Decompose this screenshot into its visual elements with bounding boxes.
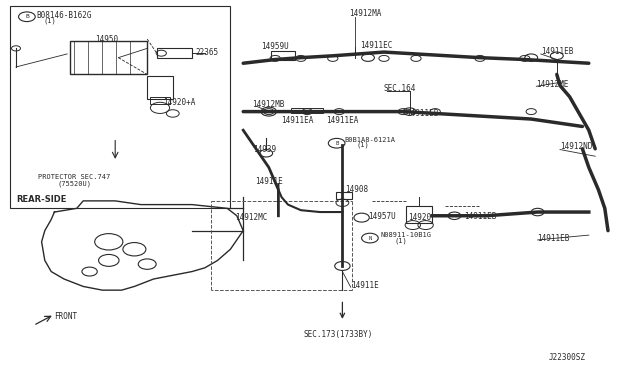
Bar xyxy=(291,108,323,113)
Text: 14911EA: 14911EA xyxy=(326,116,359,125)
Text: REAR-SIDE: REAR-SIDE xyxy=(16,195,67,203)
Bar xyxy=(406,206,432,223)
Text: 14912ME: 14912ME xyxy=(536,80,569,89)
Bar xyxy=(147,76,173,99)
Text: 14911E: 14911E xyxy=(255,177,282,186)
Text: 14911EA: 14911EA xyxy=(282,116,314,125)
Text: B0B1A8-6121A: B0B1A8-6121A xyxy=(344,137,396,142)
Text: SEC.173(1733BY): SEC.173(1733BY) xyxy=(304,330,373,339)
Text: (1): (1) xyxy=(44,17,56,24)
Text: 14912MB: 14912MB xyxy=(252,100,285,109)
Text: 14957U: 14957U xyxy=(368,212,396,221)
Text: 14920+A: 14920+A xyxy=(163,98,196,107)
Text: 14911EB: 14911EB xyxy=(406,109,439,118)
Text: 14920: 14920 xyxy=(408,213,431,222)
Text: 14939: 14939 xyxy=(253,145,276,154)
Bar xyxy=(150,97,170,104)
Text: SEC.164: SEC.164 xyxy=(384,84,417,93)
Text: FRONT: FRONT xyxy=(54,312,77,321)
Text: B: B xyxy=(335,141,339,146)
Bar xyxy=(336,192,352,199)
Text: (1): (1) xyxy=(395,237,408,244)
Text: 14911E: 14911E xyxy=(351,281,378,290)
Text: 22365: 22365 xyxy=(195,48,218,57)
Text: 14912MC: 14912MC xyxy=(236,213,268,222)
Bar xyxy=(157,48,192,58)
Text: (75520U): (75520U) xyxy=(58,181,92,187)
Text: 14959U: 14959U xyxy=(261,42,289,51)
Text: N08911-10B1G: N08911-10B1G xyxy=(380,232,431,238)
Text: (1): (1) xyxy=(356,142,369,148)
Text: PROTECTOR SEC.747: PROTECTOR SEC.747 xyxy=(38,174,111,180)
Text: J22300SZ: J22300SZ xyxy=(549,353,586,362)
Text: N: N xyxy=(368,235,372,241)
Text: 14912MA: 14912MA xyxy=(349,9,381,17)
Text: 14950: 14950 xyxy=(95,35,118,44)
Bar xyxy=(271,51,295,60)
Text: 14912ND: 14912ND xyxy=(560,142,593,151)
Text: B08146-B162G: B08146-B162G xyxy=(36,11,92,20)
Text: 14911EB: 14911EB xyxy=(538,234,570,243)
Text: 14911EB: 14911EB xyxy=(464,212,497,221)
Text: 14911EB: 14911EB xyxy=(541,47,573,56)
Text: B: B xyxy=(25,14,29,19)
Bar xyxy=(10,6,230,208)
Text: 14911EC: 14911EC xyxy=(360,41,393,50)
Bar xyxy=(70,41,147,74)
Text: 14908: 14908 xyxy=(346,185,369,194)
